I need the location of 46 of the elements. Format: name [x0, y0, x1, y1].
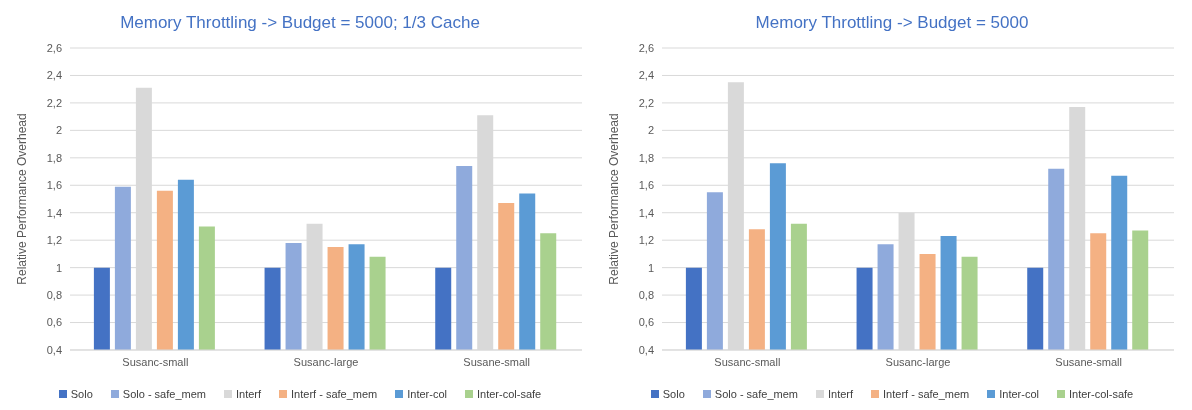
y-tick-label: 1,2 [638, 234, 654, 247]
legend-label: Solo - safe_mem [713, 388, 798, 400]
y-tick-label: 1,4 [638, 206, 654, 219]
y-tick-label: 1,8 [46, 151, 62, 164]
legend-label: Inter-col [998, 388, 1039, 400]
y-tick-label: 0,8 [46, 289, 62, 301]
legend-label: Solo - safe_mem [121, 388, 206, 400]
y-tick-label: 0,8 [638, 289, 654, 301]
legend-label: Interf [234, 388, 262, 400]
x-tick-label: Susane-small [463, 355, 530, 368]
legend-label: Interf [826, 388, 854, 400]
legend-label: Inter-col-safe [1068, 388, 1134, 400]
y-tick-label: 2 [647, 124, 654, 137]
legend-label: Interf - safe_mem [882, 388, 970, 400]
y-tick-label: 2,4 [46, 69, 62, 82]
legend-label: Inter-col [406, 388, 447, 400]
legend-label: Solo [69, 388, 93, 400]
x-tick-label: Susanc-large [293, 355, 359, 368]
y-tick-label: 1,6 [638, 179, 654, 192]
y-tick-label: 1,2 [46, 234, 62, 247]
x-tick-label: Susanc-large [885, 355, 951, 368]
y-tick-label: 2,2 [46, 96, 62, 109]
y-tick-label: 1,8 [638, 151, 654, 164]
y-tick-label: 2,6 [638, 41, 654, 54]
y-tick-label: 2 [55, 124, 62, 137]
legend-label: Interf - safe_mem [290, 388, 378, 400]
y-axis-title: Relative Performance Overhead [607, 113, 622, 285]
y-tick-label: 0,6 [638, 316, 654, 329]
x-tick-label: Susanc-small [714, 355, 781, 368]
y-tick-label: 1,6 [46, 179, 62, 192]
y-tick-label: 1 [647, 261, 654, 274]
y-axis-title: Relative Performance Overhead [15, 113, 30, 285]
y-tick-label: 0,6 [46, 316, 62, 329]
chart-title: Memory Throttling -> Budget = 5000; 1/3 Cache [119, 12, 481, 34]
x-tick-label: Susanc-small [122, 355, 189, 368]
y-tick-label: 2,2 [638, 96, 654, 109]
y-tick-label: 0,4 [638, 343, 654, 356]
y-tick-label: 1 [55, 261, 62, 274]
legend-label: Solo [661, 388, 685, 400]
y-tick-label: 0,4 [46, 343, 62, 356]
y-tick-label: 2,6 [46, 41, 62, 54]
chart-title: Memory Throttling -> Budget = 5000 [754, 12, 1030, 34]
legend-label: Inter-col-safe [476, 388, 542, 400]
y-tick-label: 1,4 [46, 206, 62, 219]
x-tick-label: Susane-small [1055, 355, 1122, 368]
y-tick-label: 2,4 [638, 69, 654, 82]
